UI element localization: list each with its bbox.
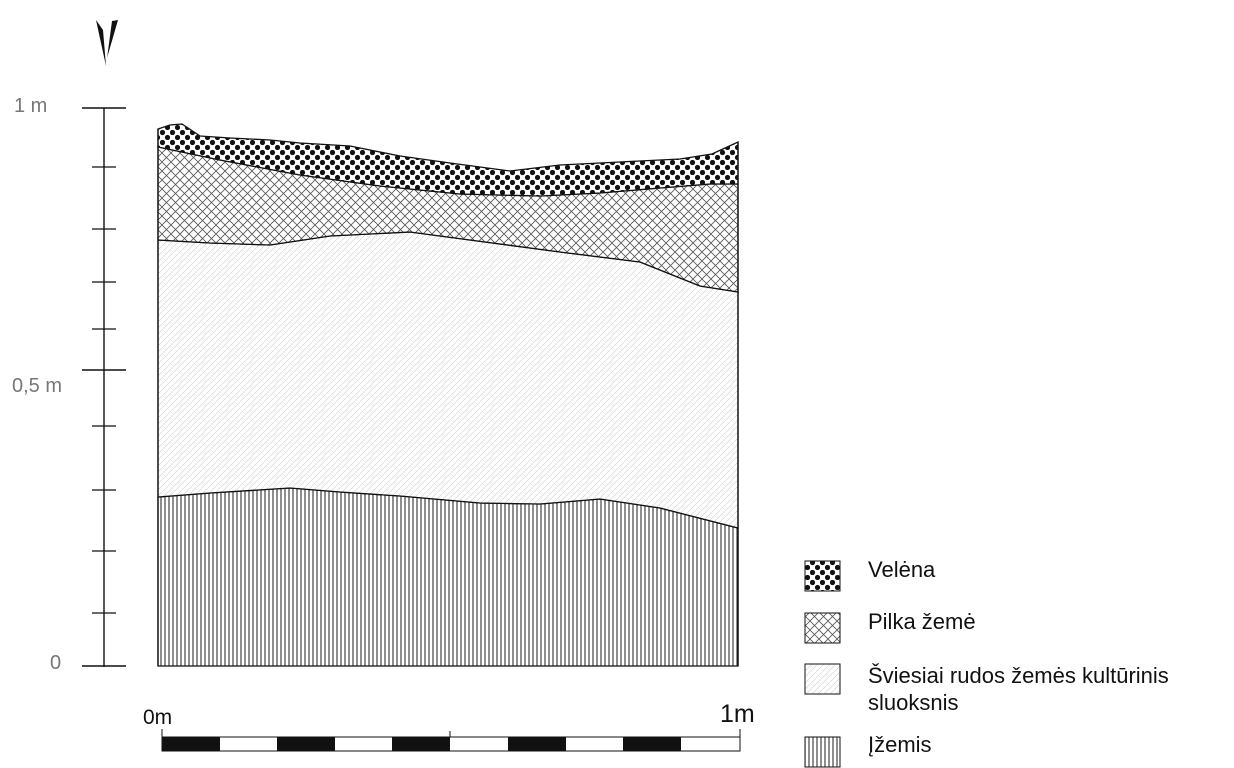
legend-label-sviesiai-rudos-line2: sluoksnis xyxy=(868,690,958,715)
legend-swatch-sviesiai-rudos xyxy=(804,663,841,695)
vertical-axis xyxy=(82,107,126,667)
legend-swatch-pilka-zeme xyxy=(804,612,841,644)
scale-label-start: 0m xyxy=(143,706,172,729)
legend-label-pilka-zeme: Pilka žemė xyxy=(868,609,976,634)
layer-izemis xyxy=(157,487,739,667)
scale-bar xyxy=(161,729,741,752)
legend-label-sviesiai-rudos: Šviesiai rudos žemės kultūrinis xyxy=(868,663,1169,688)
legend-swatch-izemis xyxy=(804,736,841,768)
layer-velena xyxy=(157,123,739,197)
axis-label-bottom: 0 xyxy=(50,652,61,674)
axis-label-top: 1 m xyxy=(14,95,47,117)
legend-swatch-velena xyxy=(804,560,841,592)
legend-label-velena: Velėna xyxy=(868,557,936,582)
layer-sviesiai-rudos xyxy=(157,231,739,529)
legend-label-izemis: Įžemis xyxy=(868,732,932,757)
axis-label-mid: 0,5 m xyxy=(12,375,62,397)
north-arrow-icon xyxy=(96,20,118,66)
scale-label-end: 1m xyxy=(720,700,755,728)
legend: Velėna Pilka žemė Šviesiai rudos žemės k… xyxy=(804,557,1169,768)
